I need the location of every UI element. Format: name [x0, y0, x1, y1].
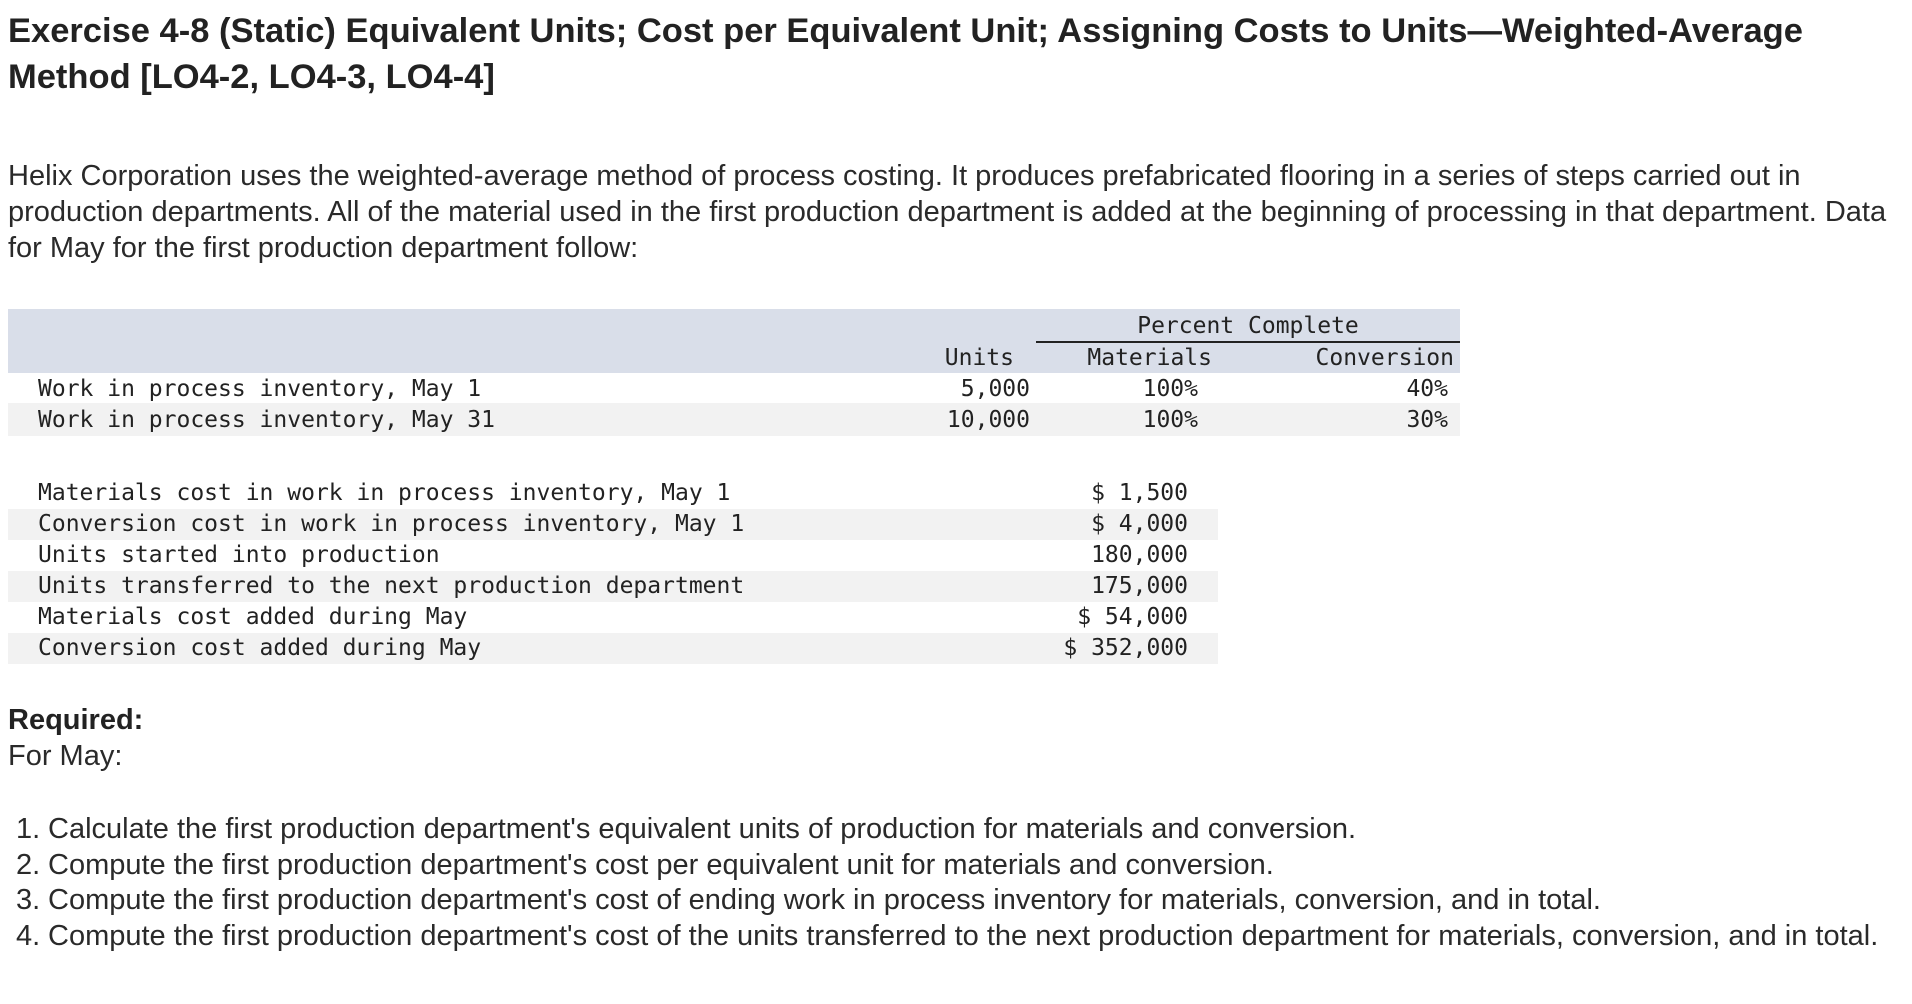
- item-number: 4.: [16, 919, 41, 952]
- conversion-column-header: Conversion: [1315, 345, 1454, 371]
- required-list: 1. Calculate the first production departm…: [0, 812, 1905, 954]
- row-value: $ 54,000: [1077, 604, 1188, 630]
- item-text: Compute the first production department'…: [48, 919, 1879, 952]
- inventory-table: Percent Complete Units Materials Convers…: [8, 309, 1460, 436]
- item-number: 1.: [16, 813, 41, 845]
- units-column-header: Units: [944, 345, 1014, 371]
- row-value: $ 4,000: [1091, 511, 1188, 537]
- row-value: $ 352,000: [1063, 635, 1188, 661]
- row-label: Work in process inventory, May 1: [38, 376, 482, 402]
- item-number: 2.: [16, 848, 41, 881]
- list-item: 1. Calculate the first production departm…: [0, 812, 1905, 848]
- materials-column-header: Materials: [1087, 345, 1212, 371]
- row-label: Units started into production: [38, 542, 440, 568]
- row-value: 180,000: [1091, 542, 1188, 568]
- row-units: 10,000: [946, 407, 1030, 433]
- item-text: Calculate the first production departmen…: [48, 813, 1357, 845]
- required-heading: Required:: [8, 704, 144, 736]
- row-value: 175,000: [1091, 573, 1188, 599]
- table-row: [8, 373, 1460, 403]
- list-item: 2. Compute the first production departmen…: [0, 848, 1905, 884]
- item-text: Compute the first production department'…: [48, 884, 1601, 916]
- table-row: Materials cost added during May $ 54,000: [8, 602, 1218, 633]
- row-value: $ 1,500: [1091, 480, 1188, 506]
- table-row: Conversion cost added during May $ 352,0…: [8, 633, 1218, 664]
- row-label: Materials cost added during May: [38, 604, 468, 630]
- list-item: 3. Compute the first production departmen…: [0, 883, 1905, 919]
- required-subheading: For May:: [8, 740, 123, 772]
- row-label: Units transferred to the next production…: [38, 573, 745, 599]
- exercise-intro: Helix Corporation uses the weighted-aver…: [8, 160, 1887, 264]
- row-conversion-percent: 40%: [1406, 376, 1448, 402]
- exercise-title: Exercise 4-8 (Static) Equivalent Units; …: [8, 12, 1803, 96]
- row-label: Work in process inventory, May 31: [38, 407, 495, 433]
- row-conversion-percent: 30%: [1406, 407, 1448, 433]
- percent-complete-underline: [1036, 341, 1460, 343]
- row-units: 5,000: [960, 376, 1030, 402]
- list-item: 4. Compute the first production departmen…: [0, 919, 1905, 955]
- row-label: Conversion cost in work in process inven…: [38, 511, 745, 537]
- table-row: Units transferred to the next production…: [8, 571, 1218, 602]
- row-label: Materials cost in work in process invent…: [38, 480, 731, 506]
- table-row: [8, 403, 1460, 436]
- table-row: Materials cost in work in process invent…: [8, 478, 1218, 509]
- percent-complete-header: Percent Complete: [1137, 313, 1359, 339]
- item-text: Compute the first production department'…: [48, 848, 1274, 881]
- row-label: Conversion cost added during May: [38, 635, 482, 661]
- row-materials-percent: 100%: [1142, 376, 1198, 402]
- row-materials-percent: 100%: [1142, 407, 1198, 433]
- item-number: 3.: [16, 884, 41, 916]
- table-row: Units started into production 180,000: [8, 540, 1218, 571]
- table-row: Conversion cost in work in process inven…: [8, 509, 1218, 540]
